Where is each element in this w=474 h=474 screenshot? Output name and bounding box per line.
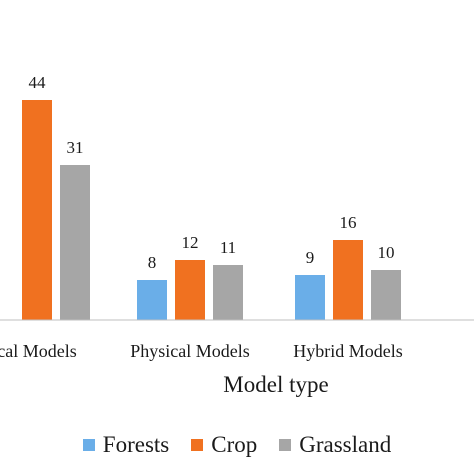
value-label-crop-0: 44 [29, 73, 47, 92]
x-axis-label: Model type [223, 372, 328, 397]
value-label-forests-1: 8 [148, 253, 157, 272]
legend-swatch-forests [82, 439, 95, 451]
value-labels-group: 8 9 44 12 16 31 11 10 [29, 73, 395, 272]
bar-grassland-2 [371, 270, 401, 320]
value-label-forests-2: 9 [306, 248, 315, 267]
value-label-grassland-1: 11 [220, 238, 236, 257]
value-label-crop-2: 16 [340, 213, 357, 232]
category-label-1: Physical Models [130, 341, 250, 361]
legend-item-grassland: Grassland [279, 432, 391, 458]
legend-item-forests: Forests [82, 432, 170, 458]
value-label-grassland-2: 10 [378, 243, 395, 262]
category-label-0: cal Models [0, 341, 77, 361]
bar-crop-1 [175, 260, 205, 320]
legend-swatch-crop [191, 439, 204, 451]
value-label-crop-1: 12 [182, 233, 199, 252]
bar-crop-2 [333, 240, 363, 320]
legend-label-grassland: Grassland [299, 432, 392, 457]
legend-item-crop: Crop [191, 432, 257, 458]
bar-crop-0 [22, 100, 52, 320]
legend-swatch-grassland [279, 439, 292, 451]
legend-label-forests: Forests [102, 432, 170, 457]
bar-grassland-0 [60, 165, 90, 320]
bar-grassland-1 [213, 265, 243, 320]
bars-group [22, 100, 401, 320]
bar-forests-2 [295, 275, 325, 320]
legend-label-crop: Crop [211, 432, 258, 457]
legend: Forests Crop Grassland [0, 432, 474, 458]
value-label-grassland-0: 31 [67, 138, 84, 157]
category-label-2: Hybrid Models [293, 341, 403, 361]
bar-forests-1 [137, 280, 167, 320]
